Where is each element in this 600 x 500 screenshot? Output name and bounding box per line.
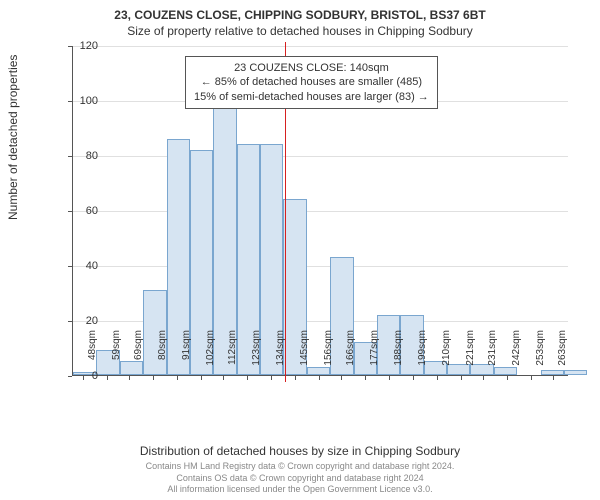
ytick-label: 80: [68, 150, 98, 162]
xtick-label: 102sqm: [205, 330, 216, 382]
gridline: [73, 46, 568, 47]
xtick-label: 134sqm: [275, 330, 286, 382]
gridline: [73, 156, 568, 157]
footer-line: Contains OS data © Crown copyright and d…: [0, 473, 600, 485]
xtick-label: 242sqm: [511, 330, 522, 382]
xtick-mark: [153, 376, 154, 380]
xtick-mark: [177, 376, 178, 380]
ytick-label: 40: [68, 260, 98, 272]
xtick-mark: [461, 376, 462, 380]
xtick-mark: [531, 376, 532, 380]
xtick-mark: [389, 376, 390, 380]
xtick-label: 199sqm: [417, 330, 428, 382]
xtick-label: 123sqm: [251, 330, 262, 382]
xtick-mark: [319, 376, 320, 380]
gridline: [73, 266, 568, 267]
annotation-line: 23 COUZENS CLOSE: 140sqm: [194, 61, 429, 75]
footer-line: Contains HM Land Registry data © Crown c…: [0, 461, 600, 473]
xtick-label: 156sqm: [323, 330, 334, 382]
xtick-label: 221sqm: [465, 330, 476, 382]
xtick-mark: [271, 376, 272, 380]
xtick-label: 210sqm: [441, 330, 452, 382]
xtick-label: 166sqm: [345, 330, 356, 382]
xtick-label: 177sqm: [369, 330, 380, 382]
ytick-mark: [68, 266, 72, 267]
xtick-label: 48sqm: [87, 330, 98, 382]
footer-line: All information licensed under the Open …: [0, 484, 600, 496]
xtick-label: 253sqm: [535, 330, 546, 382]
annotation-box: 23 COUZENS CLOSE: 140sqm← 85% of detache…: [185, 56, 438, 109]
footer-attribution: Contains HM Land Registry data © Crown c…: [0, 461, 600, 496]
ytick-label: 100: [68, 95, 98, 107]
xtick-mark: [365, 376, 366, 380]
chart-container: 23 COUZENS CLOSE: 140sqm← 85% of detache…: [46, 40, 576, 410]
xtick-mark: [483, 376, 484, 380]
y-axis-label: Number of detached properties: [6, 55, 20, 220]
x-axis-label: Distribution of detached houses by size …: [0, 444, 600, 458]
xtick-label: 59sqm: [111, 330, 122, 382]
xtick-mark: [223, 376, 224, 380]
xtick-mark: [437, 376, 438, 380]
xtick-mark: [247, 376, 248, 380]
ytick-label: 20: [68, 315, 98, 327]
xtick-label: 91sqm: [181, 330, 192, 382]
annotation-line: ← 85% of detached houses are smaller (48…: [194, 75, 429, 89]
xtick-mark: [83, 376, 84, 380]
xtick-mark: [107, 376, 108, 380]
xtick-mark: [129, 376, 130, 380]
xtick-mark: [553, 376, 554, 380]
title-main: 23, COUZENS CLOSE, CHIPPING SODBURY, BRI…: [0, 0, 600, 22]
xtick-mark: [201, 376, 202, 380]
xtick-label: 112sqm: [227, 330, 238, 382]
ytick-mark: [68, 46, 72, 47]
xtick-mark: [413, 376, 414, 380]
xtick-label: 188sqm: [393, 330, 404, 382]
gridline: [73, 211, 568, 212]
title-sub: Size of property relative to detached ho…: [0, 22, 600, 38]
xtick-label: 231sqm: [487, 330, 498, 382]
xtick-label: 263sqm: [557, 330, 568, 382]
ytick-mark: [68, 376, 72, 377]
xtick-label: 80sqm: [157, 330, 168, 382]
xtick-mark: [507, 376, 508, 380]
annotation-line: 15% of semi-detached houses are larger (…: [194, 90, 429, 104]
ytick-label: 60: [68, 205, 98, 217]
xtick-label: 69sqm: [133, 330, 144, 382]
xtick-mark: [295, 376, 296, 380]
ytick-mark: [68, 156, 72, 157]
xtick-label: 145sqm: [299, 330, 310, 382]
plot-area: 23 COUZENS CLOSE: 140sqm← 85% of detache…: [72, 46, 568, 376]
ytick-label: 120: [68, 40, 98, 52]
ytick-mark: [68, 211, 72, 212]
xtick-mark: [341, 376, 342, 380]
ytick-mark: [68, 321, 72, 322]
ytick-mark: [68, 101, 72, 102]
